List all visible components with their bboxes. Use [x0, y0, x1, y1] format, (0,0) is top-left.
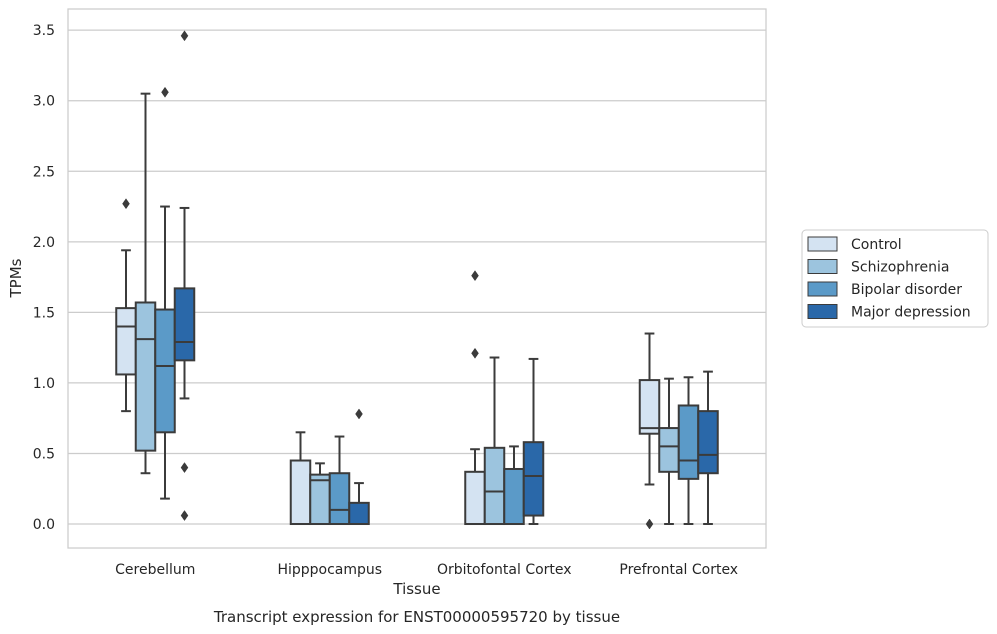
y-tick-label: 2.0 — [33, 235, 55, 251]
legend-label: Major depression — [851, 305, 971, 321]
box-3-0 — [638, 332, 661, 530]
box-iqr — [522, 441, 545, 517]
y-tick-label: 1.0 — [33, 376, 55, 392]
legend-swatch — [807, 304, 838, 319]
box-3-3 — [697, 370, 719, 526]
plot-frame — [67, 8, 767, 549]
x-axis-label: Tissue — [392, 580, 440, 598]
outlier-point — [122, 198, 130, 210]
legend-frame — [801, 229, 989, 328]
x-tick-label: Cerebellum — [115, 562, 195, 578]
box-0-0 — [115, 198, 137, 413]
x-tick-label: Orbitofontal Cortex — [437, 562, 572, 578]
legend-swatch — [807, 259, 838, 274]
y-tick-label: 0.5 — [33, 446, 55, 462]
box-iqr — [289, 459, 312, 526]
boxes — [115, 30, 719, 530]
box-iqr — [483, 446, 506, 526]
box-1-1 — [309, 462, 331, 526]
box-iqr — [464, 470, 486, 526]
box-iqr — [154, 308, 176, 434]
box-2-2 — [503, 445, 525, 526]
box-iqr — [503, 467, 525, 526]
y-tick-labels: 0.0 0.5 1.0 1.5 2.0 2.5 3.0 3.5 — [33, 23, 55, 533]
legend-swatch — [807, 281, 838, 297]
box-iqr — [348, 501, 370, 526]
x-tick-label: Prefrontal Cortex — [619, 562, 738, 578]
box-iqr — [173, 287, 196, 362]
legend-label: Bipolar disorder — [851, 282, 962, 298]
box-iqr — [134, 301, 157, 452]
outlier-point — [471, 347, 479, 359]
box-iqr — [115, 307, 137, 376]
legend: Control Schizophrenia Bipolar disorder Majo… — [801, 229, 989, 328]
legend-swatch — [807, 236, 838, 252]
outlier-point — [180, 510, 189, 521]
box-iqr — [638, 379, 661, 435]
y-tick-label: 1.5 — [33, 305, 55, 321]
box-2-3 — [522, 357, 545, 526]
box-iqr — [309, 473, 331, 526]
y-tick-label: 0.0 — [33, 517, 55, 533]
box-iqr — [677, 404, 700, 480]
outlier-point — [645, 518, 654, 530]
box-1-2 — [328, 435, 351, 526]
y-tick-label: 3.0 — [33, 94, 55, 110]
box-2-0 — [464, 270, 486, 526]
legend-entries: Control Schizophrenia Bipolar disorder Majo… — [807, 236, 971, 321]
box-1-3 — [348, 408, 370, 526]
outlier-point — [471, 270, 479, 282]
outlier-point — [180, 30, 189, 42]
chart-caption: Transcript expression for ENST0000059572… — [213, 608, 620, 626]
box-0-3 — [173, 30, 196, 521]
y-tick-label: 3.5 — [33, 23, 55, 39]
box-0-1 — [134, 92, 157, 475]
legend-label: Control — [851, 237, 902, 253]
legend-label: Schizophrenia — [851, 260, 949, 276]
y-axis-label: TPMs — [7, 258, 25, 298]
box-iqr — [328, 472, 351, 526]
x-tick-label: Hipppocampus — [277, 562, 382, 578]
box-0-2 — [154, 86, 176, 500]
x-tick-labels: Cerebellum Hipppocampus Orbitofontal Corte… — [115, 562, 738, 578]
outlier-point — [355, 408, 363, 420]
box-iqr — [697, 410, 719, 475]
y-tick-label: 2.5 — [33, 164, 55, 180]
outlier-point — [161, 86, 169, 98]
box-3-2 — [677, 376, 700, 526]
outlier-point — [180, 462, 189, 474]
box-iqr — [658, 427, 680, 473]
